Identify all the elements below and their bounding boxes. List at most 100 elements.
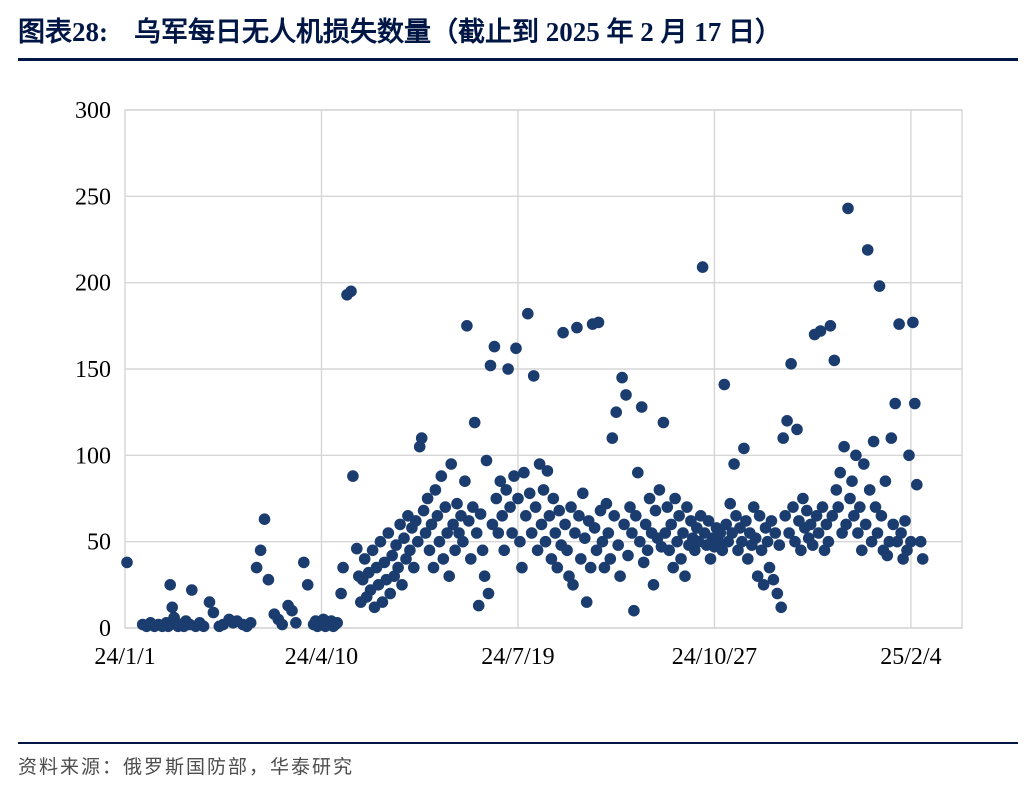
data-point [832,501,844,513]
data-point [740,515,752,527]
data-point [659,527,672,539]
data-point [622,549,634,562]
data-point [663,544,675,557]
data-point [543,510,556,522]
data-point [482,587,495,600]
y-tick-label: 50 [87,530,111,556]
data-point [649,504,662,517]
y-tick-label: 0 [99,616,111,642]
data-point [575,553,587,565]
data-point [777,432,789,444]
data-point [429,484,442,496]
data-point [775,601,787,614]
data-point [384,587,397,600]
data-point [443,570,456,582]
data-point [476,544,489,557]
x-tick-label: 24/7/19 [481,644,554,670]
data-point [814,325,827,337]
data-point [577,487,589,500]
data-point [502,363,514,375]
data-point [474,508,487,520]
data-point [879,475,892,488]
data-point [742,553,754,565]
data-point [470,527,483,539]
data-point [569,527,581,539]
data-point [789,535,801,548]
data-point [704,553,717,565]
data-point [791,423,803,436]
data-point [859,518,872,531]
data-point [447,518,459,531]
data-point [347,470,359,482]
data-point [427,561,440,574]
data-point [588,522,601,534]
data-point [457,535,469,548]
data-point [412,535,424,548]
data-point [626,527,638,539]
plot-border [124,109,963,629]
y-tick-label: 200 [75,271,111,297]
data-point [514,535,526,548]
data-point [592,316,605,329]
data-point [600,497,613,510]
data-point [657,416,670,429]
data-point [437,553,450,565]
chart-area: 0 50 100 150 200 250 300 24/1/1 24/4/10 24/7/19 24… [55,95,975,685]
data-point [867,435,880,448]
data-point [512,492,524,505]
data-point [573,510,585,522]
data-point [634,535,646,548]
data-point [765,515,778,527]
data-point [702,515,715,527]
data-point [781,415,793,427]
data-point [478,570,491,582]
data-point [858,458,870,470]
data-point [451,497,463,510]
data-point [417,504,430,517]
data-point [468,416,481,429]
data-point [421,492,434,505]
data-point [914,535,927,548]
data-point [164,579,176,591]
data-point [639,518,652,531]
data-point [276,618,288,631]
data-point [730,510,742,522]
data-point [480,454,493,467]
data-point [767,573,780,586]
data-point [856,544,868,557]
data-point [612,539,624,551]
data-point [484,359,497,372]
data-point [804,518,817,531]
data-point [559,518,571,531]
data-point [376,596,389,608]
data-point [541,465,554,477]
x-tick-label: 24/10/27 [672,644,757,670]
y-tick-label: 300 [75,98,111,124]
data-point [366,544,379,557]
data-point [749,532,762,544]
data-point [439,501,452,513]
y-tick-label: 150 [75,357,111,383]
data-point [345,285,357,298]
data-point [673,510,685,522]
data-point [563,570,575,582]
data-point [755,544,768,557]
data-point [423,544,436,557]
data-point [337,561,349,574]
data-point [490,492,503,505]
data-point [714,527,727,539]
data-point [486,518,499,531]
data-point [747,501,760,513]
data-point [516,561,528,574]
data-point [869,501,882,513]
data-point [435,470,448,482]
data-point [863,484,876,496]
figure-title-text: 乌军每日无人机损失数量（截止到 2025 年 2 月 17 日） [134,17,782,47]
data-point [472,599,485,612]
data-point [911,478,923,491]
data-point [374,535,387,548]
data-point [590,544,603,557]
data-point [899,515,911,527]
data-point [520,510,532,522]
